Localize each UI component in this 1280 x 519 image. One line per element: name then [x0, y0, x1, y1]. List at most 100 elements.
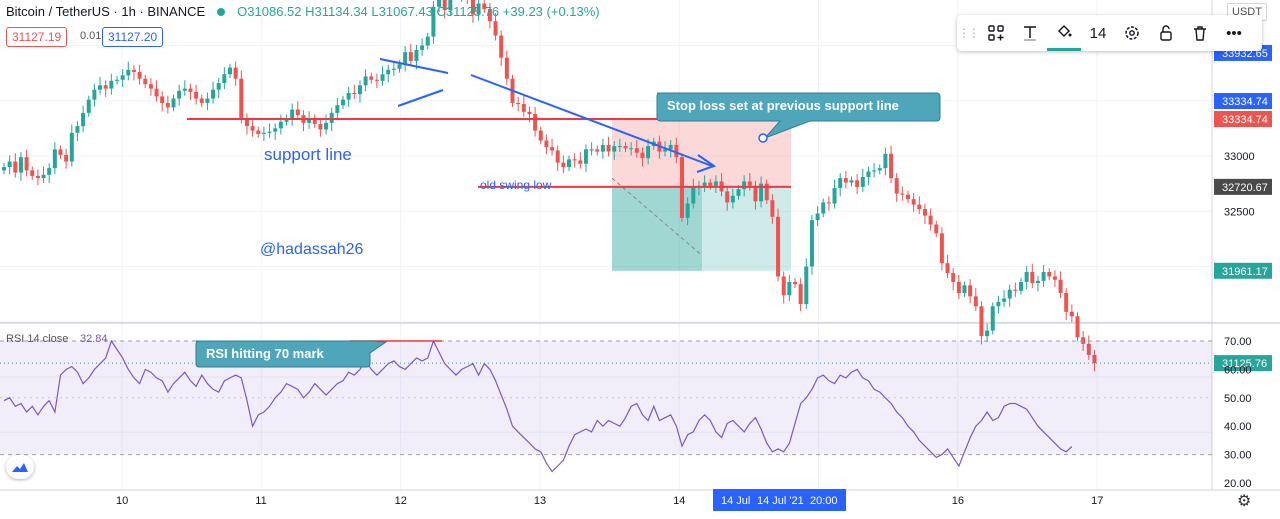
chart-settings-icon[interactable]: ⚙ [1237, 493, 1252, 510]
candle-body [793, 281, 797, 285]
candle-body [612, 146, 617, 152]
candle-body [900, 193, 905, 195]
candle-body [787, 281, 792, 296]
candle-body [747, 181, 752, 186]
candle-body [764, 183, 769, 201]
candle-body [267, 131, 272, 133]
rsi-tick-label: 50.00 [1224, 393, 1252, 405]
candle-body [685, 203, 690, 218]
candle-body [668, 144, 673, 150]
settings-icon[interactable] [1115, 15, 1149, 51]
candle-body [250, 126, 255, 131]
candle-body [1047, 272, 1052, 277]
sell-price-button[interactable]: 31127.19 [6, 27, 68, 47]
candle-body [369, 76, 374, 80]
candle-body [244, 118, 249, 127]
take-profit-zone-filled [612, 186, 702, 271]
buy-price-button[interactable]: 31127.20 [102, 27, 164, 47]
candle-body [256, 130, 261, 134]
unlock-icon[interactable] [1149, 15, 1183, 51]
candle-body [623, 146, 628, 149]
candle-body [629, 148, 634, 150]
support-line-label: support line [264, 145, 352, 164]
candle-body [725, 191, 730, 203]
candle-body [171, 98, 176, 108]
candle-body [154, 88, 159, 97]
candle-body [24, 157, 29, 171]
candle-body [521, 104, 526, 112]
candle-body [849, 180, 854, 183]
candle-body [956, 281, 961, 294]
candle-body [1092, 354, 1097, 364]
candle-body [52, 149, 57, 169]
candle-body [855, 180, 860, 187]
candle-body [18, 157, 23, 173]
paint-bucket-icon[interactable] [1047, 15, 1081, 51]
candle-body [352, 93, 357, 95]
candle-body [979, 306, 984, 337]
candle-body [578, 160, 583, 164]
candle-body [92, 89, 97, 100]
candle-body [550, 147, 555, 151]
candle-body [759, 183, 764, 202]
candle-body [674, 144, 679, 158]
candle-body [391, 68, 396, 70]
candle-body [1052, 276, 1057, 280]
callout-anchor-icon [758, 133, 768, 143]
candle-body [222, 74, 227, 84]
candle-body [380, 74, 385, 81]
candle-body [470, 0, 475, 15]
time-tick-label: 11 [255, 495, 266, 507]
symbol-header: Bitcoin / TetherUS · 1h · BINANCE O31086… [6, 4, 600, 19]
candle-body [555, 150, 560, 163]
candle-body [1075, 316, 1080, 338]
spread-value: 0.01 [75, 27, 107, 45]
candle-body [832, 188, 837, 204]
grip-icon[interactable]: ⋮⋮ [958, 26, 980, 40]
candle-body [1058, 279, 1063, 294]
line-width-value[interactable]: 14 [1089, 24, 1107, 42]
trend-arrow-head-icon [696, 154, 717, 173]
candle-body [363, 76, 368, 86]
more-icon[interactable]: ••• [1226, 24, 1242, 42]
price-axis-label-text: 32720.67 [1222, 182, 1268, 194]
trash-icon[interactable] [1183, 15, 1217, 51]
candle-body [646, 146, 651, 159]
rsi-tick-label: 30.00 [1224, 450, 1252, 462]
candle-body [951, 273, 956, 282]
candle-body [177, 90, 182, 99]
candle-body [346, 93, 351, 100]
tradingview-logo-icon[interactable] [6, 455, 34, 479]
candle-body [804, 266, 809, 305]
candle-body [1035, 280, 1040, 284]
candle-body [1024, 272, 1029, 282]
candle-body [341, 99, 345, 106]
candle-body [567, 159, 571, 168]
symbol-title[interactable]: Bitcoin / TetherUS · 1h · BINANCE [6, 4, 206, 19]
template-icon[interactable] [979, 15, 1013, 51]
candle-body [295, 109, 300, 116]
candle-body [713, 181, 718, 186]
candle-body [843, 178, 848, 183]
candle-body [872, 170, 877, 172]
candle-body [781, 276, 786, 296]
candle-body [985, 330, 990, 337]
market-open-icon [217, 7, 226, 16]
candle-body [233, 67, 238, 79]
candle-body [160, 96, 165, 103]
candle-body [572, 159, 577, 161]
candle-body [996, 301, 1001, 307]
price-axis-label-text: 33334.74 [1222, 96, 1268, 108]
candle-body [906, 194, 910, 200]
rsi-tick-label: 20.00 [1224, 478, 1252, 490]
candle-body [324, 122, 329, 130]
candle-body [188, 88, 193, 92]
candle-body [425, 36, 430, 46]
candle-body [448, 0, 453, 11]
text-icon[interactable] [1013, 15, 1047, 51]
candle-body [408, 52, 413, 61]
time-range-date-label: 14 Jul '21 [757, 495, 804, 507]
candle-body [329, 112, 334, 123]
price-axis-label-text: 33334.74 [1222, 114, 1268, 126]
